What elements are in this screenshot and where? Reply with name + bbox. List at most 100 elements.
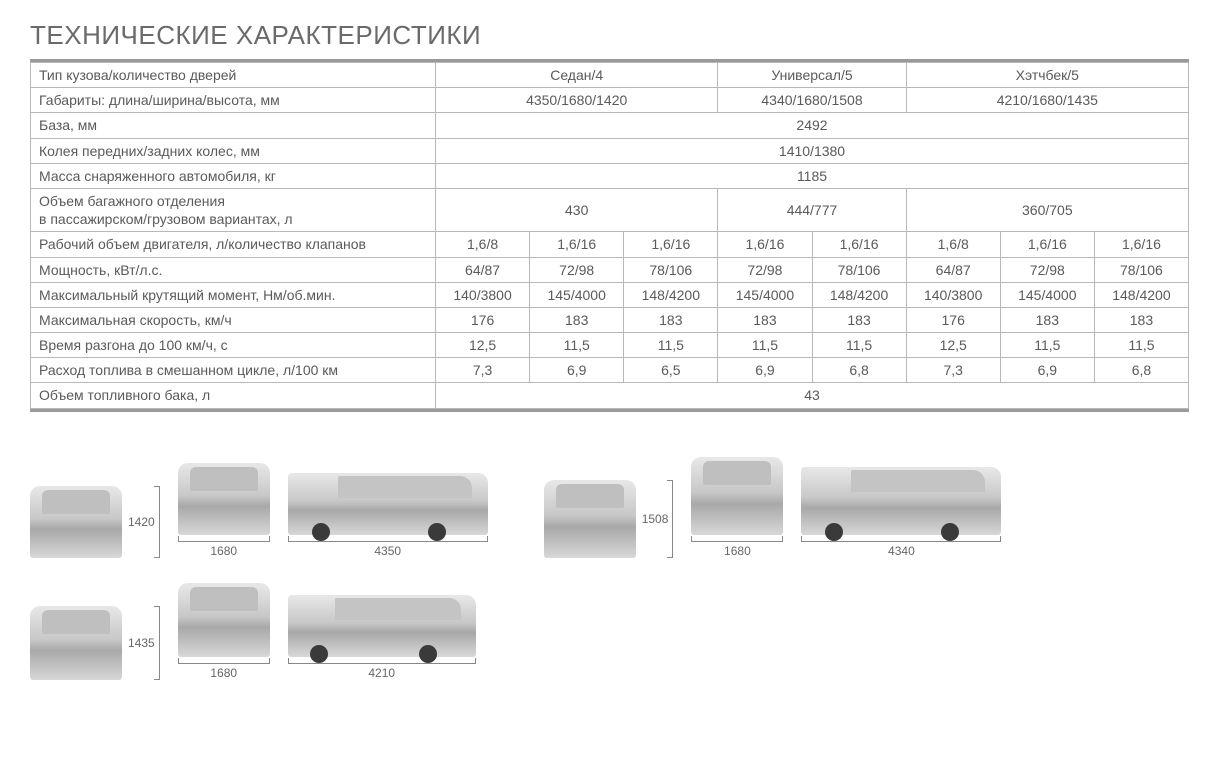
- cell: 6,9: [530, 358, 624, 383]
- cell: 183: [530, 307, 624, 332]
- cell: 12,5: [906, 333, 1000, 358]
- table-row: Объем багажного отделения в пассажирском…: [31, 188, 1189, 231]
- row-label: Объем топливного бака, л: [31, 383, 436, 408]
- height-dim: 1435: [128, 606, 160, 680]
- dimension-diagrams: 1420 1680 4350 1508 1680 4340: [30, 457, 1189, 680]
- cell: 72/98: [1000, 257, 1094, 282]
- row-label: Максимальный крутящий момент, Нм/об.мин.: [31, 282, 436, 307]
- wagon-front-block: 1508: [544, 480, 674, 558]
- cell: Универсал/5: [718, 63, 906, 88]
- hatch-rear-block: 1680: [178, 583, 270, 680]
- height-dim: 1508: [642, 480, 674, 558]
- cell: 183: [812, 307, 906, 332]
- cell: 4340/1680/1508: [718, 88, 906, 113]
- sedan-front-block: 1420: [30, 486, 160, 558]
- wagon-side-block: 4340: [801, 467, 1001, 558]
- height-dim: 1420: [128, 486, 160, 558]
- cell: 430: [436, 188, 718, 231]
- page-title: ТЕХНИЧЕСКИЕ ХАРАКТЕРИСТИКИ: [30, 20, 1189, 51]
- cell: 6,5: [624, 358, 718, 383]
- car-front-icon: [30, 606, 122, 680]
- hatch-front-block: 1435: [30, 606, 160, 680]
- row-label: База, мм: [31, 113, 436, 138]
- cell: 360/705: [906, 188, 1188, 231]
- car-front-icon: [544, 480, 636, 558]
- cell: 11,5: [530, 333, 624, 358]
- cell: 183: [1000, 307, 1094, 332]
- spec-table: Тип кузова/количество дверей Седан/4 Уни…: [30, 62, 1189, 409]
- cell: 7,3: [906, 358, 1000, 383]
- cell: 11,5: [1000, 333, 1094, 358]
- width-dim: 1680: [178, 663, 270, 680]
- cell: 1,6/16: [812, 232, 906, 257]
- cell: 1185: [436, 163, 1189, 188]
- length-dim: 4340: [801, 541, 1001, 558]
- cell: 1410/1380: [436, 138, 1189, 163]
- car-side-icon: [288, 473, 488, 535]
- car-rear-icon: [178, 583, 270, 657]
- table-row: Масса снаряженного автомобиля, кг 1185: [31, 163, 1189, 188]
- wagon-rear-block: 1680: [691, 457, 783, 558]
- cell: 183: [1094, 307, 1188, 332]
- sedan-side-block: 4350: [288, 473, 488, 558]
- cell: 140/3800: [906, 282, 1000, 307]
- cell: 72/98: [530, 257, 624, 282]
- cell: 183: [718, 307, 812, 332]
- cell: 1,6/8: [436, 232, 530, 257]
- car-front-icon: [30, 486, 122, 558]
- cell: 11,5: [718, 333, 812, 358]
- cell: 444/777: [718, 188, 906, 231]
- row-label: Тип кузова/количество дверей: [31, 63, 436, 88]
- cell: 1,6/16: [1000, 232, 1094, 257]
- cell: 78/106: [812, 257, 906, 282]
- table-row: Расход топлива в смешанном цикле, л/100 …: [31, 358, 1189, 383]
- cell: 64/87: [436, 257, 530, 282]
- row-label: Время разгона до 100 км/ч, с: [31, 333, 436, 358]
- cell: 1,6/16: [624, 232, 718, 257]
- table-row: Тип кузова/количество дверей Седан/4 Уни…: [31, 63, 1189, 88]
- table-row: Мощность, кВт/л.с. 64/87 72/98 78/106 72…: [31, 257, 1189, 282]
- row-label: Объем багажного отделения в пассажирском…: [31, 188, 436, 231]
- row-label: Габариты: длина/ширина/высота, мм: [31, 88, 436, 113]
- sedan-rear-block: 1680: [178, 463, 270, 558]
- cell: 6,8: [812, 358, 906, 383]
- cell: 1,6/8: [906, 232, 1000, 257]
- car-rear-icon: [178, 463, 270, 535]
- cell: 148/4200: [812, 282, 906, 307]
- cell: 183: [624, 307, 718, 332]
- cell: 6,9: [718, 358, 812, 383]
- diagram-row-2: 1435 1680 4210: [30, 583, 1189, 680]
- table-row: Объем топливного бака, л 43: [31, 383, 1189, 408]
- cell: 148/4200: [624, 282, 718, 307]
- cell: 11,5: [1094, 333, 1188, 358]
- table-row: База, мм 2492: [31, 113, 1189, 138]
- cell: 78/106: [624, 257, 718, 282]
- cell: 145/4000: [530, 282, 624, 307]
- cell: 145/4000: [718, 282, 812, 307]
- row-label: Мощность, кВт/л.с.: [31, 257, 436, 282]
- cell: 140/3800: [436, 282, 530, 307]
- row-label: Масса снаряженного автомобиля, кг: [31, 163, 436, 188]
- cell: 7,3: [436, 358, 530, 383]
- car-side-icon: [288, 595, 476, 657]
- cell: 148/4200: [1094, 282, 1188, 307]
- length-dim: 4210: [288, 663, 476, 680]
- cell: 176: [906, 307, 1000, 332]
- cell: 72/98: [718, 257, 812, 282]
- cell: 1,6/16: [718, 232, 812, 257]
- cell: 145/4000: [1000, 282, 1094, 307]
- cell: 43: [436, 383, 1189, 408]
- row-label: Колея передних/задних колес, мм: [31, 138, 436, 163]
- cell: 11,5: [812, 333, 906, 358]
- cell: 176: [436, 307, 530, 332]
- cell: 78/106: [1094, 257, 1188, 282]
- cell: 6,9: [1000, 358, 1094, 383]
- cell: 1,6/16: [530, 232, 624, 257]
- cell: 2492: [436, 113, 1189, 138]
- cell: 64/87: [906, 257, 1000, 282]
- car-rear-icon: [691, 457, 783, 535]
- cell: 4210/1680/1435: [906, 88, 1188, 113]
- table-row: Максимальный крутящий момент, Нм/об.мин.…: [31, 282, 1189, 307]
- table-row: Максимальная скорость, км/ч 176 183 183 …: [31, 307, 1189, 332]
- diagram-row-1: 1420 1680 4350 1508 1680 4340: [30, 457, 1189, 558]
